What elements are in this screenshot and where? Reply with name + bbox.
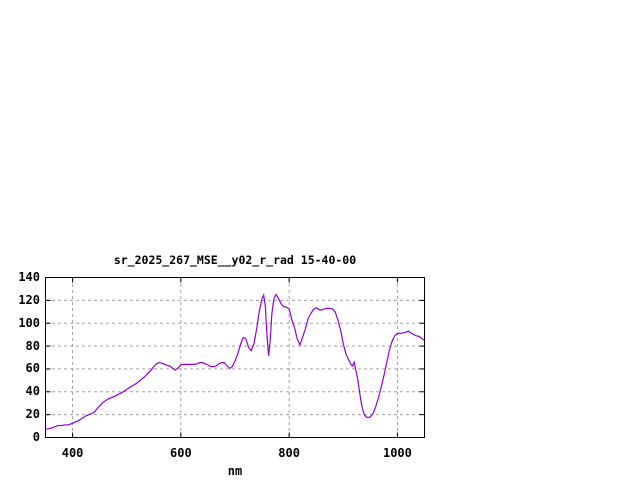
data-line: [45, 293, 425, 430]
y-tick-label: 20: [25, 407, 40, 422]
x-tick-label: 800: [278, 446, 300, 460]
y-tick-label: 0: [32, 430, 40, 444]
y-tick-label: 120: [18, 292, 40, 307]
x-tick-label: 400: [61, 446, 84, 460]
y-tick-label: 140: [18, 270, 40, 284]
x-axis-title: nm: [227, 464, 243, 478]
y-tick-label: 100: [18, 315, 40, 330]
plot-area: [45, 277, 425, 438]
plot-border: [45, 277, 425, 438]
y-tick-label: 40: [25, 384, 40, 399]
y-tick-label: 60: [25, 361, 40, 376]
x-tick-label: 600: [170, 446, 192, 460]
y-tick-label: 80: [25, 338, 40, 353]
chart-title: sr_2025_267_MSE__y02_r_rad 15-40-00: [113, 253, 357, 267]
x-tick-label: 1000: [382, 446, 412, 460]
